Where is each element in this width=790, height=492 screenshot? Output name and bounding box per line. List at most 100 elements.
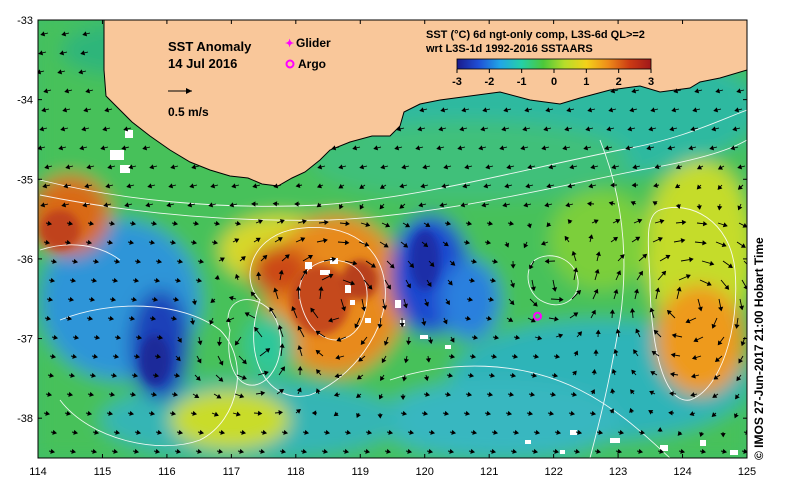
velocity-arrow-head [442, 319, 448, 325]
velocity-arrow-head [65, 164, 71, 170]
velocity-arrow-head [70, 372, 76, 378]
velocity-arrow-head [67, 315, 73, 321]
velocity-arrow-head [633, 349, 638, 355]
velocity-arrow-head [554, 448, 560, 454]
velocity-arrow-head [317, 164, 323, 170]
velocity-arrow-head [424, 301, 429, 307]
velocity-arrow-head [470, 277, 476, 283]
velocity-arrow-head [214, 274, 220, 280]
velocity-arrow-head [278, 269, 284, 275]
y-tick-label: -36 [17, 254, 33, 266]
velocity-arrow-head [735, 394, 740, 400]
velocity-arrow-head [135, 353, 141, 359]
velocity-arrow-head [487, 315, 493, 321]
velocity-arrow-head [504, 183, 510, 189]
velocity-arrow-head [302, 219, 307, 225]
velocity-arrow-head [554, 316, 559, 322]
velocity-arrow-head [151, 315, 157, 321]
velocity-arrow-head [53, 334, 59, 340]
velocity-arrow-head [491, 277, 497, 283]
velocity-arrow-head [569, 164, 575, 170]
velocity-arrow-head [438, 126, 444, 132]
velocity-arrow-head [88, 315, 94, 321]
velocity-arrow-head [556, 429, 562, 435]
velocity-arrow-head [633, 288, 640, 294]
argo-icon [285, 59, 295, 69]
velocity-arrow-head [304, 429, 310, 435]
velocity-arrow-head [74, 334, 80, 340]
velocity-arrow-head [616, 270, 621, 276]
velocity-arrow-head [701, 448, 707, 454]
velocity-arrow-head [62, 107, 68, 113]
x-tick-label: 115 [94, 466, 112, 478]
velocity-arrow-head [406, 340, 412, 346]
velocity-arrow-head [307, 255, 313, 260]
velocity-arrow-head [466, 315, 472, 321]
velocity-arrow-head [714, 357, 720, 363]
velocity-arrow-head [399, 203, 405, 209]
velocity-vectors [38, 31, 747, 454]
velocity-arrow-head [383, 242, 389, 248]
velocity-arrow-head [405, 222, 411, 228]
velocity-arrow-head [176, 448, 182, 454]
velocity-arrow-head [572, 370, 577, 376]
colorbar-tick-label: -1 [517, 76, 527, 88]
velocity-arrow-head [722, 222, 728, 228]
velocity-arrow-head [657, 427, 663, 432]
velocity-arrow-head [459, 126, 465, 132]
velocity-arrow-head [567, 183, 573, 189]
velocity-arrow-head [389, 263, 395, 269]
velocity-arrow-head [294, 201, 299, 207]
velocity-arrow-head [428, 448, 434, 454]
x-axis: 114 115 116 117 118 119 120 121 122 123 124 125 [29, 20, 756, 478]
velocity-arrow-head [523, 202, 529, 208]
velocity-arrow-head [63, 183, 69, 189]
velocity-arrow-head [49, 372, 55, 378]
velocity-arrow-head [718, 306, 724, 312]
velocity-arrow-head [534, 353, 540, 359]
velocity-arrow-head [297, 325, 303, 331]
velocity-arrow-head [279, 343, 285, 348]
velocity-arrow-head [102, 126, 108, 132]
velocity-arrow-head [166, 202, 172, 208]
velocity-arrow-head [129, 410, 135, 416]
velocity-arrow-head [192, 410, 198, 416]
velocity-arrow-head [64, 88, 70, 94]
legend-title-line2: wrt L3S-1d 1992-2016 SSTAARS [425, 43, 593, 55]
velocity-arrow-head [436, 145, 442, 151]
velocity-arrow-head [85, 88, 91, 94]
velocity-arrow-head [499, 145, 505, 151]
velocity-arrow-head [512, 448, 518, 454]
velocity-arrow-head [425, 357, 431, 363]
velocity-arrow-head [328, 273, 334, 279]
velocity-arrow-head [316, 202, 322, 208]
velocity-arrow-head [717, 184, 723, 190]
velocity-arrow-head [649, 390, 655, 396]
velocity-arrow-head [128, 164, 134, 170]
velocity-arrow-head [210, 298, 216, 303]
velocity-arrow-head [323, 448, 329, 454]
velocity-arrow-head [126, 183, 132, 189]
velocity-arrow-head [78, 69, 84, 75]
velocity-arrow-head [149, 164, 155, 170]
velocity-arrow-head [38, 145, 43, 151]
velocity-arrow-head [732, 126, 738, 132]
velocity-arrow-head [346, 429, 352, 435]
velocity-arrow-head [378, 394, 384, 400]
velocity-arrow-head [367, 284, 373, 290]
velocity-arrow-head [71, 448, 77, 454]
velocity-arrow-head [692, 107, 698, 113]
velocity-arrow-head [399, 183, 405, 189]
argo-float-marker [533, 311, 543, 321]
velocity-arrow-head [260, 390, 266, 396]
velocity-arrow-head [131, 391, 137, 397]
velocity-arrow-head [92, 448, 98, 454]
velocity-arrow-head [352, 260, 358, 266]
velocity-arrow-head [468, 296, 474, 302]
velocity-arrow-head [300, 237, 306, 242]
velocity-arrow-head [113, 277, 119, 283]
velocity-arrow-head [481, 202, 487, 208]
velocity-arrow-head [440, 107, 446, 113]
velocity-arrow-head [213, 411, 219, 417]
velocity-arrow-head [208, 202, 214, 208]
